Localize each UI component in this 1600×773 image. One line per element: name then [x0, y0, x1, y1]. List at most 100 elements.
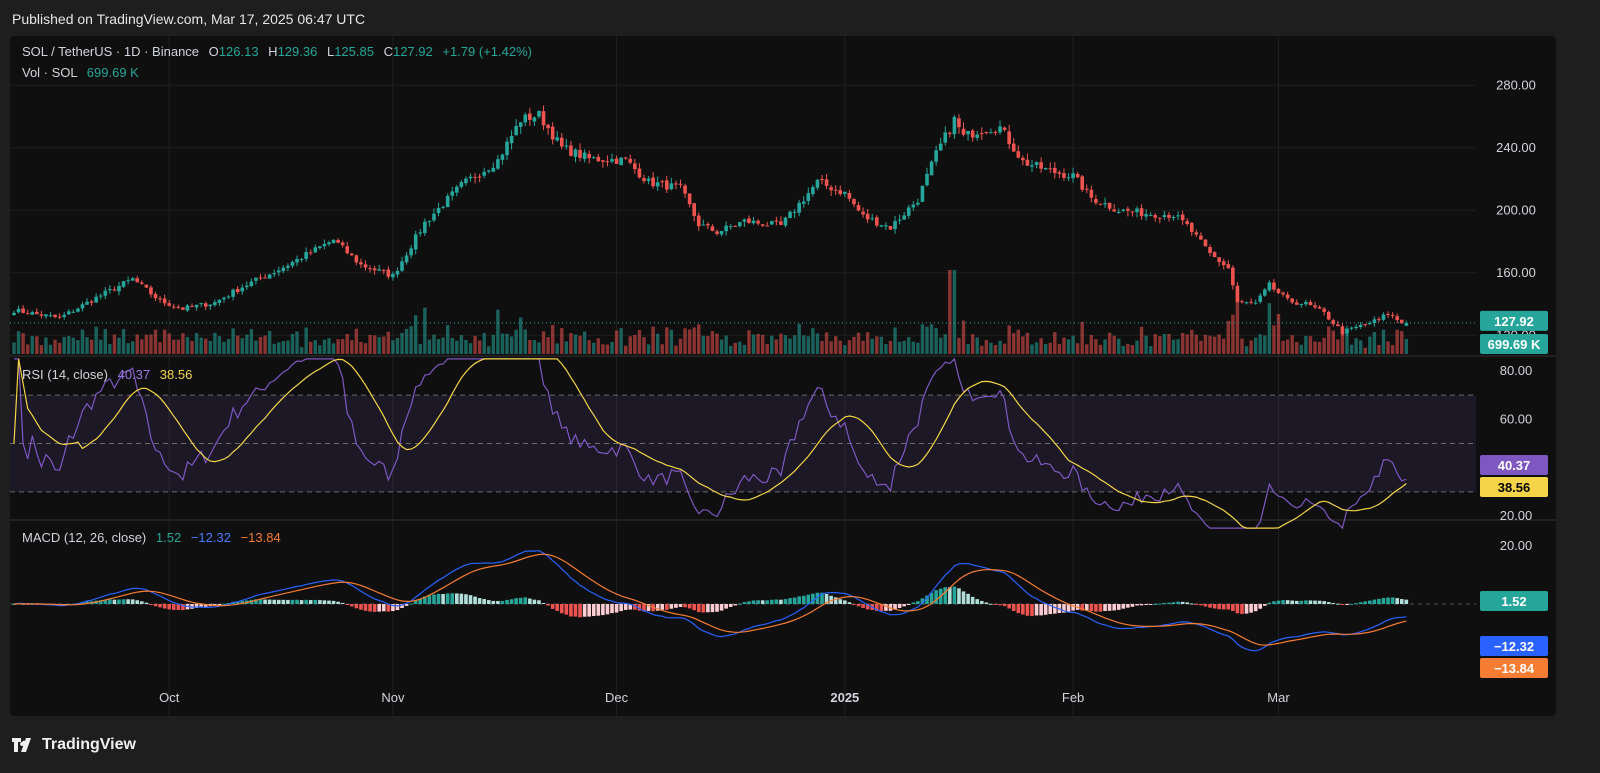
- volume-bar: [1103, 339, 1107, 354]
- macd-histogram-bar: [1176, 601, 1180, 604]
- volume-bar: [372, 335, 377, 354]
- volume-bar: [1281, 340, 1285, 354]
- macd-histogram-bar: [518, 597, 523, 604]
- macd-histogram-bar: [286, 599, 290, 604]
- candle-body: [1313, 305, 1317, 308]
- volume-bar: [89, 339, 94, 354]
- volume-bar: [601, 344, 605, 354]
- volume-bar: [213, 332, 217, 354]
- main-legend: SOL / TetherUS · 1D · Binance O126.13 H1…: [22, 44, 532, 59]
- macd-histogram-bar: [290, 599, 295, 604]
- volume-bar: [1322, 337, 1326, 354]
- macd-histogram-bar: [596, 604, 601, 616]
- candle-body: [1153, 215, 1158, 218]
- candle-body: [747, 218, 751, 224]
- macd-histogram-bar: [623, 604, 628, 610]
- volume-bar: [295, 331, 299, 354]
- macd-histogram-bar: [1011, 604, 1016, 611]
- volume-bar: [1368, 336, 1372, 354]
- macd-histogram-bar: [149, 604, 153, 605]
- candle-body: [1199, 235, 1203, 240]
- chart-frame[interactable]: 120.00160.00200.00240.00280.0020.0040.00…: [10, 36, 1556, 716]
- candle-body: [1167, 214, 1171, 218]
- volume-bar: [80, 329, 85, 354]
- volume-bar: [217, 336, 222, 354]
- candle-body: [140, 282, 144, 284]
- macd-histogram-bar: [564, 604, 569, 615]
- candle-body: [518, 122, 523, 127]
- candle-body: [1135, 208, 1139, 213]
- macd-histogram-bar: [1221, 604, 1226, 610]
- macd-histogram-bar: [970, 596, 975, 604]
- volume-bar: [765, 343, 769, 354]
- candle-body: [619, 157, 623, 166]
- volume-bar: [395, 338, 400, 354]
- macd-line-value: −12.32: [190, 530, 231, 545]
- candle-body: [1116, 212, 1121, 214]
- rsi-ma-badge-text: 38.56: [1498, 480, 1531, 495]
- macd-histogram-bar: [1089, 604, 1094, 612]
- high-label: H: [268, 44, 278, 59]
- rsi-label[interactable]: RSI (14, close): [22, 367, 108, 382]
- macd-histogram-bar: [633, 604, 637, 610]
- candle-body: [1381, 314, 1386, 320]
- macd-histogram-bar: [1304, 600, 1308, 604]
- macd-histogram-bar: [664, 604, 669, 610]
- candle-body: [633, 163, 637, 170]
- volume-bar: [1030, 344, 1034, 354]
- volume-bar: [1263, 335, 1267, 354]
- candle-body: [843, 191, 847, 194]
- macd-histogram-bar: [226, 603, 231, 605]
- candle-body: [578, 150, 582, 158]
- macd-histogram-bar: [1135, 604, 1139, 606]
- volume-bar: [980, 345, 984, 354]
- candle-body: [427, 220, 432, 222]
- macd-histogram-bar: [381, 604, 386, 612]
- macd-histogram-bar: [190, 604, 194, 609]
- volume-bar: [957, 337, 961, 354]
- symbol-label[interactable]: SOL / TetherUS · 1D · Binance: [22, 44, 200, 59]
- candle-body: [728, 226, 733, 228]
- candle-body: [350, 253, 354, 256]
- chart-svg[interactable]: 120.00160.00200.00240.00280.0020.0040.00…: [10, 36, 1556, 716]
- macd-label[interactable]: MACD (12, 26, close): [22, 530, 147, 545]
- macd-histogram-bar: [801, 595, 806, 604]
- candle-body: [299, 259, 304, 261]
- macd-histogram-bar: [1372, 599, 1377, 604]
- macd-histogram-bar: [957, 588, 961, 604]
- time-axis[interactable]: Oct Nov Dec 2025 Feb Mar: [159, 690, 1290, 705]
- candle-body: [368, 268, 372, 270]
- macd-histogram-bar: [865, 604, 870, 610]
- macd-histogram-bar: [1331, 603, 1336, 605]
- macd-histogram-bar: [240, 600, 245, 604]
- candle-body: [290, 261, 295, 266]
- volume-bar: [327, 338, 331, 354]
- candle-body: [1358, 324, 1363, 327]
- candle-body: [185, 305, 190, 311]
- candle-body: [500, 154, 505, 160]
- volume-bar: [1331, 330, 1335, 354]
- macd-histogram-bar: [1021, 604, 1025, 615]
- macd-histogram-bar: [911, 602, 916, 604]
- volume-bar: [646, 344, 651, 354]
- volume-bar: [838, 340, 842, 354]
- macd-histogram-bar: [162, 604, 167, 609]
- volume-bar: [1285, 339, 1290, 354]
- macd-histogram-bar: [728, 604, 733, 607]
- volume-bar: [843, 345, 847, 354]
- macd-histogram-bar: [1080, 604, 1085, 611]
- volume-bar: [1240, 338, 1244, 354]
- macd-histogram-bar: [1002, 604, 1007, 607]
- volume-bar: [1080, 321, 1084, 354]
- macd-histogram-bar: [1189, 603, 1194, 605]
- volume-label[interactable]: Vol · SOL: [22, 65, 78, 80]
- macd-histogram-bar: [1121, 604, 1126, 609]
- rsi-tick-label: 80.00: [1500, 363, 1533, 378]
- candle-body: [532, 117, 537, 122]
- candle-body: [1043, 168, 1048, 170]
- brand[interactable]: TradingView: [12, 736, 136, 754]
- macd-histogram-bar: [628, 604, 633, 610]
- time-tick-label: Feb: [1062, 690, 1084, 705]
- macd-histogram-bar: [482, 599, 486, 604]
- volume-bar: [1381, 329, 1386, 354]
